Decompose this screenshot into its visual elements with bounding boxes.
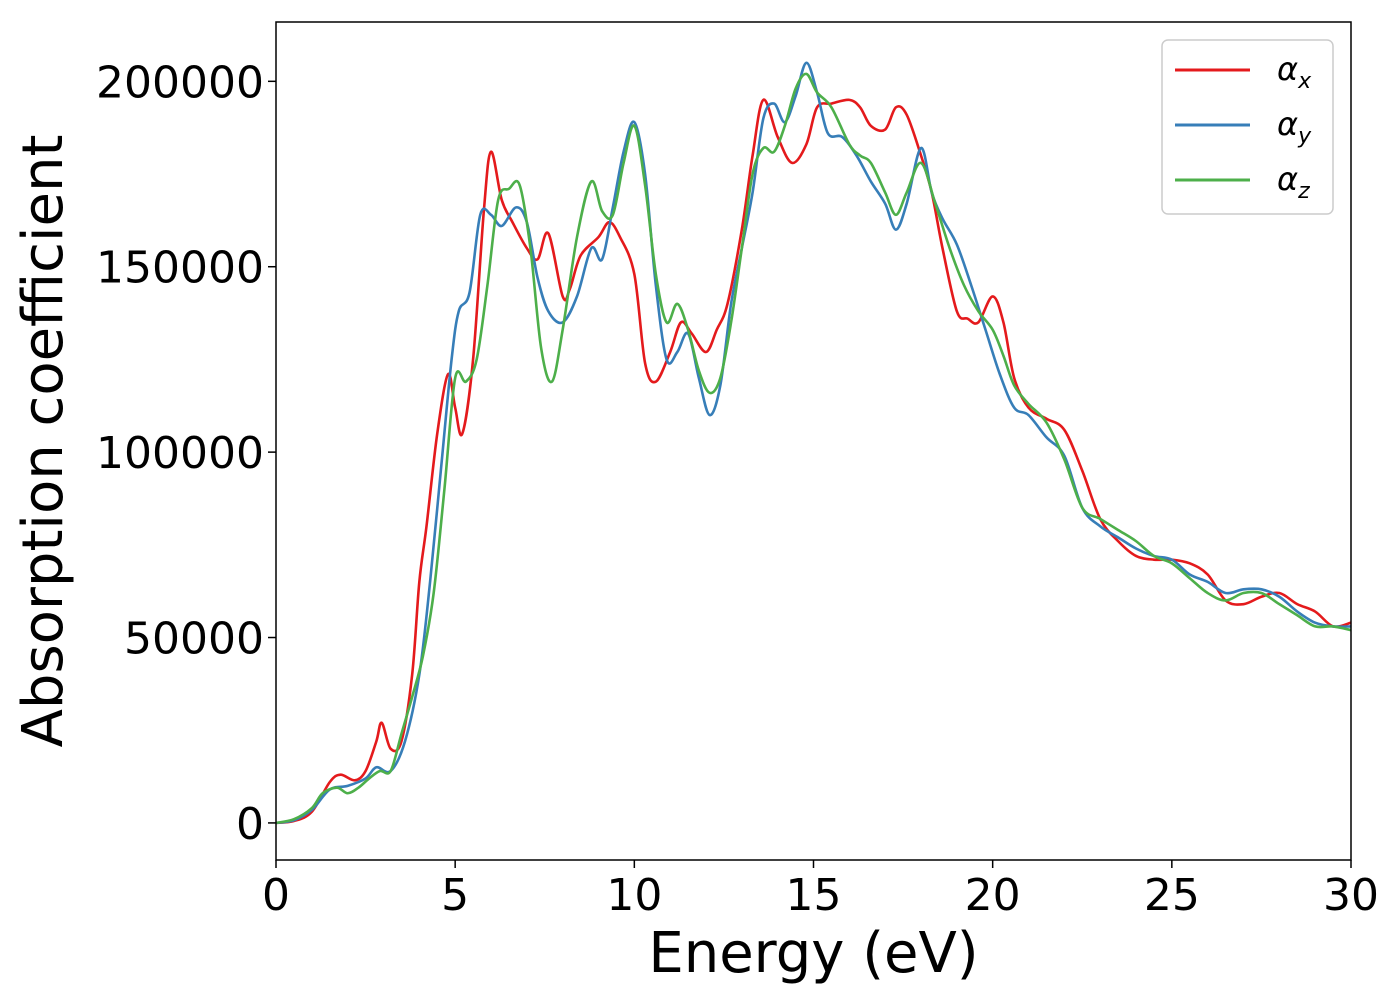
x-tick-label: 10 bbox=[606, 870, 662, 921]
y-tick-label: 0 bbox=[236, 799, 264, 850]
y-tick-label: 100000 bbox=[96, 428, 264, 479]
legend-label-x: αx bbox=[1277, 50, 1312, 94]
y-axis-title: Absorption coefficient bbox=[11, 135, 76, 748]
x-tick-label: 20 bbox=[965, 870, 1021, 921]
y-axis: 0 50000 100000 150000 200000 bbox=[96, 57, 276, 850]
x-tick-label: 5 bbox=[441, 870, 469, 921]
x-axis-title: Energy (eV) bbox=[648, 921, 978, 986]
series-line-y bbox=[275, 61, 1352, 825]
y-tick-label: 150000 bbox=[96, 243, 264, 294]
x-axis: 0 5 10 15 20 25 30 bbox=[262, 860, 1379, 921]
legend-box bbox=[1161, 39, 1334, 215]
x-tick-label: 15 bbox=[786, 870, 842, 921]
y-tick-label: 50000 bbox=[124, 614, 264, 665]
x-tick-label: 30 bbox=[1323, 870, 1379, 921]
x-tick-label: 0 bbox=[262, 870, 290, 921]
plot-lines bbox=[275, 61, 1352, 825]
series-line-z bbox=[275, 72, 1352, 825]
x-tick-label: 25 bbox=[1144, 870, 1200, 921]
y-tick-label: 200000 bbox=[96, 57, 264, 108]
